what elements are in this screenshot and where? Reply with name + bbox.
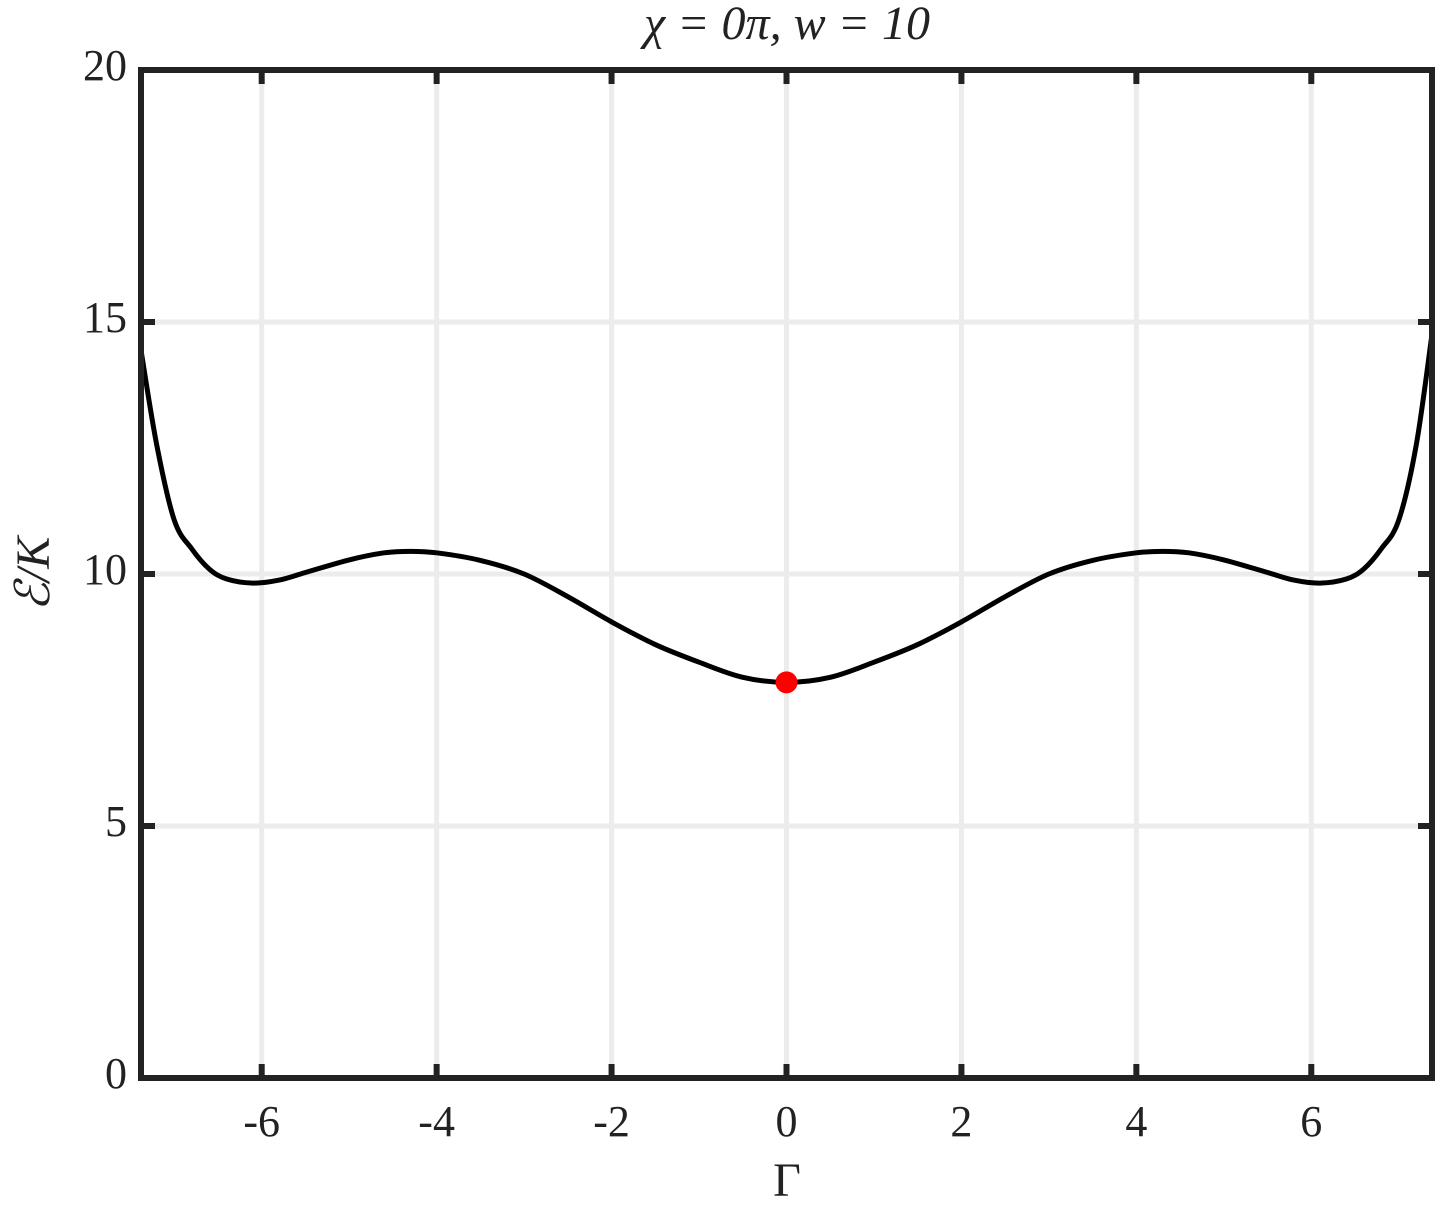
- plot-frame: [138, 67, 1435, 1081]
- x-tick-label: 6: [1300, 1097, 1322, 1146]
- x-tick-label: 4: [1125, 1097, 1147, 1146]
- y-tick-label: 20: [83, 41, 127, 90]
- x-tick-label: -6: [243, 1097, 280, 1146]
- y-tick-label: 5: [105, 797, 127, 846]
- y-tick-label: 15: [83, 293, 127, 342]
- chart-title: χ = 0π, w = 10: [640, 0, 930, 50]
- x-axis-label: Γ: [773, 1154, 801, 1207]
- x-tick-label: 2: [950, 1097, 972, 1146]
- x-tick-label: -4: [418, 1097, 455, 1146]
- y-axis-label: ℰ/K: [7, 534, 60, 611]
- x-tick-label: 0: [776, 1097, 798, 1146]
- y-tick-label: 0: [105, 1049, 127, 1098]
- marker-point: [775, 671, 798, 694]
- x-tick-label: -2: [593, 1097, 630, 1146]
- y-tick-label: 10: [83, 545, 127, 594]
